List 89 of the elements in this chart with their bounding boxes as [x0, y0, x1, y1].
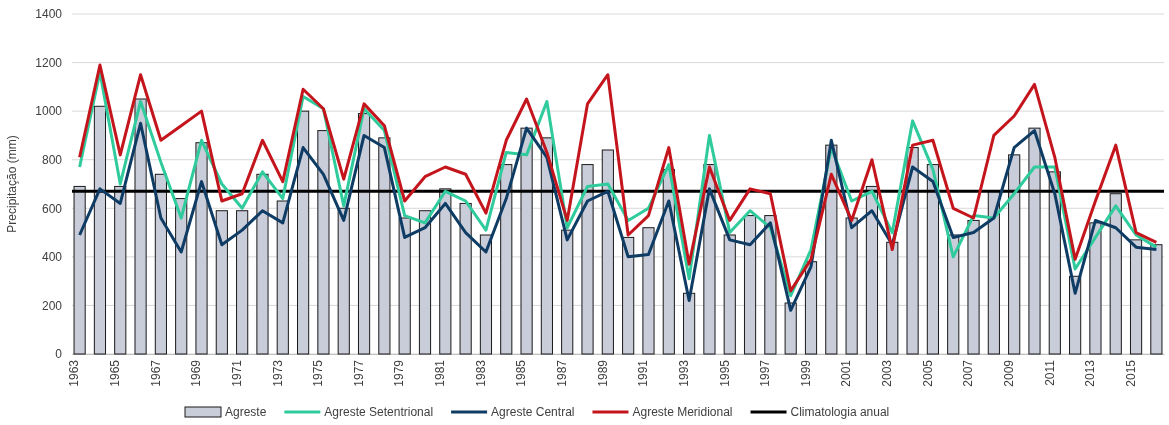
bar [297, 110, 310, 355]
bar [906, 147, 919, 355]
x-tick-label: 1973 [270, 359, 285, 387]
x-tick-label: 1997 [758, 359, 773, 387]
bar [276, 200, 289, 355]
y-tick-label: 200 [41, 298, 63, 313]
bar [561, 229, 574, 355]
bar [865, 185, 879, 355]
bar [622, 236, 635, 355]
x-tick-label: 1977 [351, 359, 366, 387]
bar [256, 173, 269, 355]
bar [398, 217, 411, 355]
y-tick-label: 0 [55, 347, 63, 362]
bar [1028, 127, 1041, 355]
bar [947, 234, 960, 355]
x-tick-label: 1987 [555, 359, 570, 387]
x-tick-label: 2013 [1083, 359, 1098, 387]
bar [195, 142, 208, 355]
bar [967, 219, 980, 355]
bar [418, 210, 432, 355]
bar [154, 173, 167, 355]
bar [642, 227, 655, 355]
x-tick-label: 1963 [67, 359, 82, 387]
x-tick-label: 1991 [636, 359, 651, 387]
y-tick-label: 800 [41, 153, 63, 168]
bar [581, 164, 594, 355]
x-tick-label: 1989 [595, 359, 610, 387]
legend-label: Agreste Meridional [632, 405, 733, 419]
bar [804, 261, 818, 355]
bar [459, 202, 472, 355]
bar [357, 113, 371, 355]
bar [114, 185, 127, 355]
bar [540, 137, 553, 355]
x-tick-label: 1981 [433, 359, 448, 387]
x-tick-label: 2003 [880, 359, 895, 387]
x-tick-label: 1995 [717, 359, 732, 387]
x-tick-label: 1985 [514, 359, 529, 387]
bar [886, 241, 899, 355]
bar [215, 210, 228, 355]
x-tick-label: 1975 [311, 359, 326, 387]
y-tick-label: 600 [41, 201, 63, 216]
x-tick-label: 1979 [392, 359, 407, 387]
bar [743, 215, 757, 355]
bar [236, 210, 249, 355]
x-tick-label: 1993 [676, 359, 691, 387]
y-axis-title: Precipitação (mm) [5, 135, 19, 233]
bar [1008, 154, 1021, 355]
x-tick-label: 2009 [1001, 359, 1016, 387]
y-tick-label: 400 [41, 250, 63, 265]
x-tick-label: 2011 [1042, 359, 1057, 386]
bar [683, 292, 696, 355]
bar [1109, 193, 1122, 355]
bar [479, 234, 493, 355]
x-tick-label: 1967 [148, 359, 163, 387]
bar [439, 188, 452, 355]
bar [845, 217, 858, 355]
bar [601, 149, 614, 355]
line-series [78, 121, 1158, 312]
bar [73, 185, 86, 355]
bar [93, 105, 107, 355]
legend-label: Agreste [225, 405, 267, 419]
bar [926, 164, 939, 355]
legend-label: Agreste Setentrional [324, 405, 434, 419]
bar [784, 302, 797, 355]
bar [1089, 222, 1102, 355]
x-tick-label: 2005 [920, 359, 935, 387]
legend-label: Agreste Central [491, 405, 575, 419]
bar [520, 127, 533, 355]
y-tick-label: 1200 [35, 55, 63, 70]
bar [1129, 239, 1143, 355]
bar [337, 207, 350, 355]
legend-label: Climatologia anual [790, 405, 890, 419]
x-tick-label: 2015 [1123, 359, 1138, 387]
bar [987, 190, 1000, 355]
x-tick-label: 1999 [798, 359, 813, 387]
y-tick-label: 1400 [35, 7, 63, 22]
x-tick-label: 1971 [229, 359, 244, 387]
bar [500, 164, 513, 355]
bar [378, 137, 391, 355]
y-tick-label: 1000 [35, 104, 63, 119]
bar [723, 234, 736, 355]
x-tick-label: 2001 [839, 359, 854, 387]
bar [317, 130, 330, 355]
bar [1150, 244, 1163, 355]
x-tick-label: 1965 [108, 359, 123, 387]
bar [764, 215, 777, 355]
x-tick-label: 1983 [473, 359, 488, 387]
x-tick-label: 2007 [961, 359, 976, 387]
x-tick-label: 1969 [189, 359, 204, 387]
